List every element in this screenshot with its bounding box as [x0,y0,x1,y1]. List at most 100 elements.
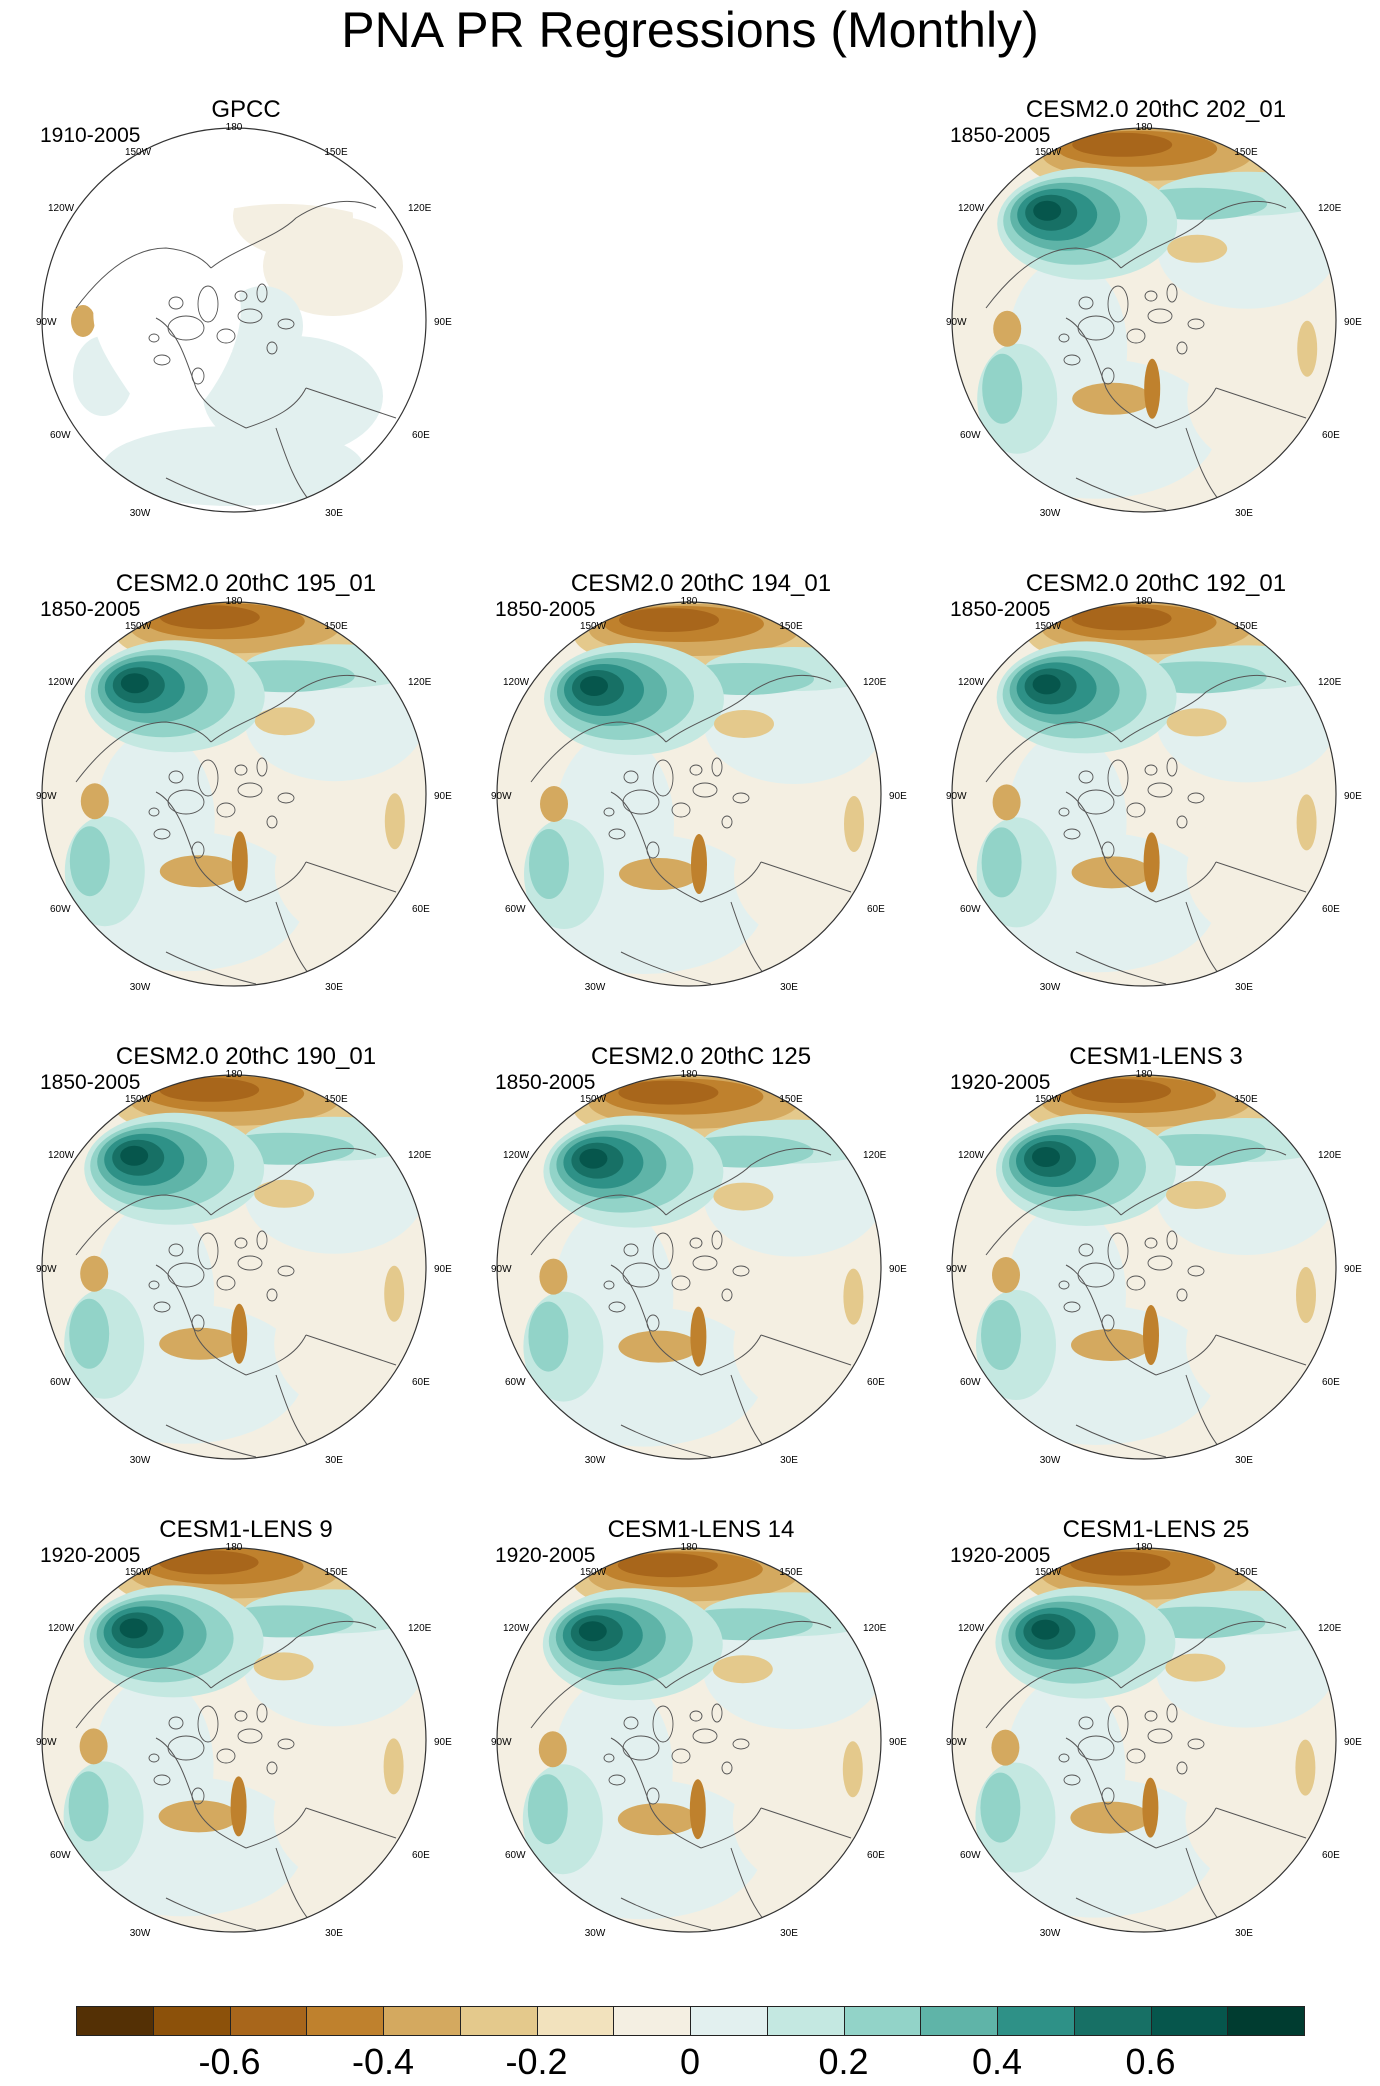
regression-contour [1296,794,1317,851]
coastline [700,861,762,903]
island-coastline [1078,770,1094,784]
island-coastline [237,1255,263,1271]
longitude-label: 180 [1136,596,1153,607]
longitude-label: 180 [1136,122,1153,133]
longitude-label: 120W [958,1623,985,1634]
island-coastline [603,1753,615,1763]
colorbar-tick-label: -0.4 [351,2041,415,2082]
longitude-label: 60W [960,430,981,441]
regression-contour [579,1148,608,1169]
regression-contour [578,1621,607,1642]
longitude-label: 120E [408,1150,432,1161]
polar-map: 180150W150E120W120E90W90E60W60E30W30E0 [36,596,452,992]
regression-contour [1186,802,1336,943]
island-coastline [1176,1288,1188,1302]
island-coastline [1166,757,1178,777]
longitude-label: 60E [412,430,430,441]
longitude-label: 120W [48,677,75,688]
regression-contour [1071,1079,1171,1103]
island-coastline [711,1230,723,1250]
longitude-label: 120W [503,677,530,688]
longitude-label: 30E [780,1455,798,1465]
panel-title: CESM2.0 20thC 192_01 [1025,570,1287,597]
panel-lens-14: CESM1-LENS 14 1920-2005 180 150W 150E 120W 1… [491,1516,911,1938]
colorbar-tick-label: 0.2 [818,2041,869,2082]
regression-contour [384,793,405,850]
island-coastline [689,764,703,776]
island-coastline [191,1314,205,1332]
island-coastline [256,757,268,777]
regression-contour [734,804,881,944]
island-coastline [167,1735,205,1761]
island-coastline [622,1735,660,1761]
regression-contour [1071,856,1152,889]
coastline [245,1334,307,1376]
map-field [952,1075,1336,1459]
regression-contour [120,673,149,694]
regression-contour [254,1179,315,1208]
coastline [985,1194,1122,1256]
coastline [985,1667,1122,1729]
polar-map: 180150W150E120W120E90W90E60W60E30W30E0 [946,1542,1362,1938]
coastline [760,861,852,893]
longitude-label: 30E [325,508,343,518]
island-coastline [622,789,660,815]
longitude-label: 150E [1234,621,1258,632]
polar-map: 180150W150E120W120E90W90E60W60E30W30E0 [36,122,452,518]
longitude-label: 30W [130,982,151,992]
longitude-label: 90E [434,791,452,802]
island-coastline [1147,1728,1173,1744]
island-coastline [277,318,295,330]
longitude-label: 30E [325,982,343,992]
regression-contour [714,710,774,738]
longitude-label: 60E [1322,1377,1340,1388]
longitude-label: 150W [125,1567,152,1578]
coastline [985,721,1122,783]
longitude-label: 180 [1136,1069,1153,1080]
island-coastline [1077,1735,1115,1761]
longitude-label: 30W [585,1928,606,1938]
colorbar-tick-label: 0.4 [971,2041,1023,2082]
map-field [497,602,881,986]
island-coastline [256,1230,268,1250]
island-coastline [153,828,171,840]
panel-title: CESM1-LENS 25 [1062,1516,1250,1543]
coastline [165,951,257,985]
coastline [620,1897,712,1931]
regression-contour [580,676,608,696]
longitude-label: 90E [1344,1264,1362,1275]
longitude-label: 90E [434,1264,452,1275]
island-coastline [646,841,660,859]
coastline [1075,477,1167,511]
missing-data-region [76,138,396,248]
longitude-label: 60W [50,430,71,441]
coastline [1120,1147,1287,1216]
island-coastline [197,1705,219,1743]
longitude-label: 90E [1344,317,1362,328]
island-coastline [622,1262,660,1288]
regression-contour [981,1300,1021,1370]
colorbar-box [690,2006,768,2036]
island-coastline [197,759,219,797]
coastline [1065,1264,1157,1376]
panel-gpcc: GPCC 1910-2005 180 150W 150E 120W 120E 90W 90E… [36,96,456,518]
panel-title: CESM1-LENS 3 [1069,1043,1243,1070]
island-coastline [168,1243,184,1257]
longitude-label: 30W [1040,508,1061,518]
island-coastline [148,1280,160,1290]
longitude-label: 60W [505,1377,526,1388]
island-coastline [1166,1703,1178,1723]
coastline [700,1334,762,1376]
island-coastline [1078,1243,1094,1257]
longitude-label: 60E [412,1850,430,1861]
island-coastline [689,1237,703,1249]
coastline [665,1147,832,1216]
regression-contour [1144,358,1161,419]
regression-contour [119,1618,148,1639]
coastline [1075,1897,1167,1931]
longitude-label: 30E [1235,508,1253,518]
longitude-label: 120E [1318,203,1342,214]
island-coastline [1187,1265,1205,1277]
map-boundary [496,1074,882,1460]
regression-contour [842,1741,863,1798]
